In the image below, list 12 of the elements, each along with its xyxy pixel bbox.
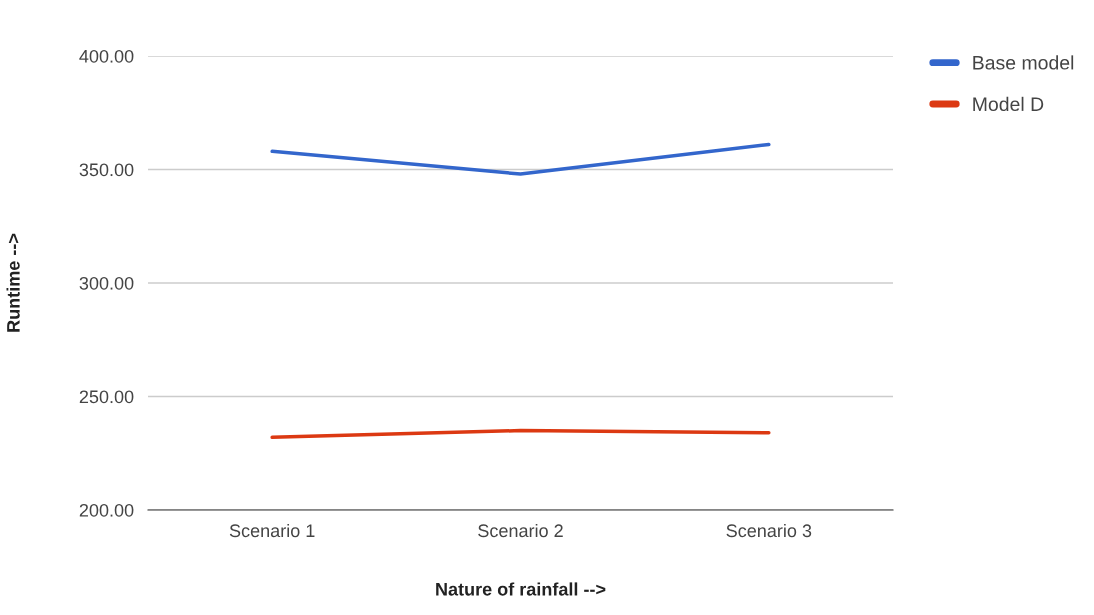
y-tick-label: 300.00 [79, 276, 134, 290]
x-tick-label: Scenario 1 [229, 523, 315, 538]
legend-label: Base model [973, 55, 1074, 70]
y-tick-label: 400.00 [79, 49, 134, 63]
x-tick-label: Scenario 2 [478, 523, 563, 538]
y-tick-label: 200.00 [79, 503, 134, 517]
x-tick-label: Scenario 3 [726, 523, 812, 538]
x-axis-title: Nature of rainfall --> [436, 582, 606, 596]
y-tick-label: 250.00 [79, 390, 134, 404]
y-tick-label: 350.00 [79, 163, 134, 177]
y-axis-title: Runtime --> [6, 233, 20, 332]
legend-label: Model D [973, 96, 1044, 112]
